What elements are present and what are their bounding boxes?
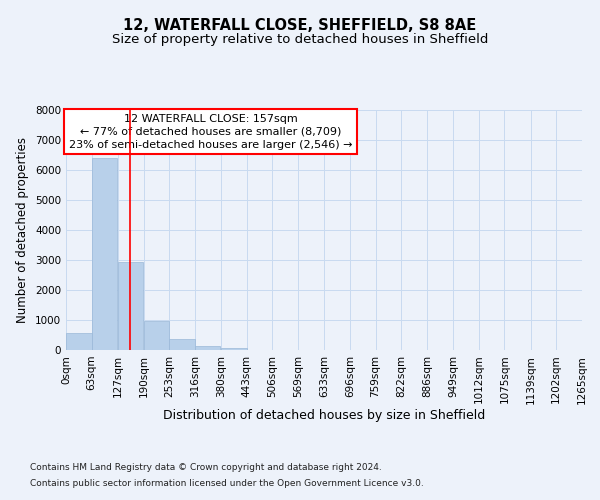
Bar [118, 262, 143, 350]
Bar [143, 321, 169, 350]
Text: 12, WATERFALL CLOSE, SHEFFIELD, S8 8AE: 12, WATERFALL CLOSE, SHEFFIELD, S8 8AE [124, 18, 476, 32]
Y-axis label: Number of detached properties: Number of detached properties [16, 137, 29, 323]
Bar [195, 346, 220, 350]
Bar [66, 333, 92, 350]
X-axis label: Distribution of detached houses by size in Sheffield: Distribution of detached houses by size … [163, 409, 485, 422]
Bar [169, 339, 195, 350]
Text: Contains public sector information licensed under the Open Government Licence v3: Contains public sector information licen… [30, 478, 424, 488]
Text: Size of property relative to detached houses in Sheffield: Size of property relative to detached ho… [112, 32, 488, 46]
Bar [221, 348, 247, 350]
Text: 12 WATERFALL CLOSE: 157sqm
← 77% of detached houses are smaller (8,709)
23% of s: 12 WATERFALL CLOSE: 157sqm ← 77% of deta… [69, 114, 352, 150]
Text: Contains HM Land Registry data © Crown copyright and database right 2024.: Contains HM Land Registry data © Crown c… [30, 464, 382, 472]
Bar [92, 158, 117, 350]
